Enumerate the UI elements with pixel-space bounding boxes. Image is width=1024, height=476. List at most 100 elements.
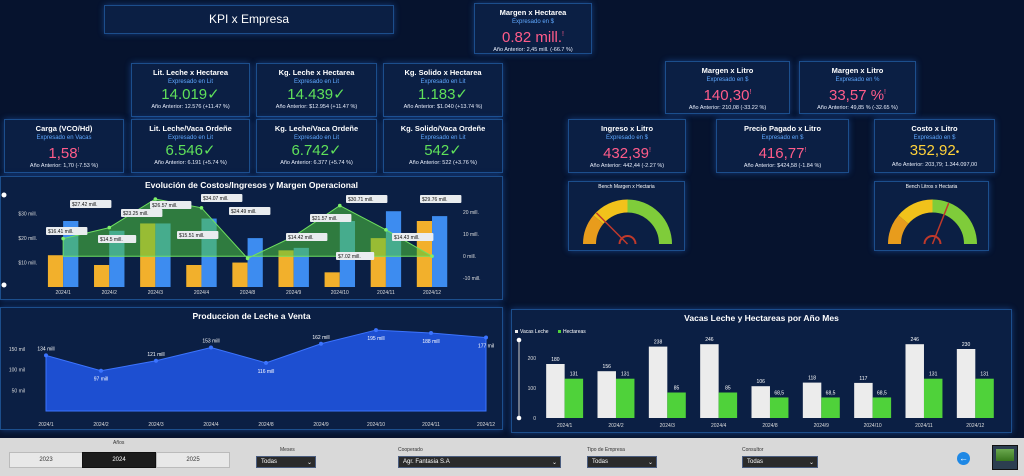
bar-hectareas: [718, 392, 738, 418]
x-tick: 2024/10: [367, 422, 385, 428]
kpi-value: 33,57 %: [829, 87, 885, 104]
slider-handle-top: [1, 192, 7, 198]
bar-blue: [293, 247, 309, 287]
kpi-costo-litro: Costo x Litro Expresado en $ 352,92• Año…: [874, 119, 995, 173]
year-option-2023[interactable]: 2023: [9, 452, 83, 468]
landscape-icon: [996, 449, 1014, 461]
data-label-bg: [201, 194, 243, 202]
consultor-dropdown[interactable]: Todas ⌄: [742, 456, 818, 468]
x-tick: 2024/9: [286, 290, 302, 296]
x-tick: 2024/11: [915, 423, 933, 429]
bar-vacas: [546, 364, 565, 418]
y-tick: 200: [528, 356, 537, 362]
bar-label: 131: [980, 372, 989, 378]
y-right-tick: -10 mill.: [463, 276, 481, 282]
warning-icon: !: [749, 89, 752, 96]
x-tick: 2024/4: [194, 290, 210, 296]
data-label-bg: [46, 227, 88, 235]
page-title: KPI x Empresa: [208, 12, 290, 26]
gauge-hub: [923, 235, 942, 245]
production-label: 116 mill: [258, 369, 275, 375]
gauge-litros-hectarea: Bench Litros x Hectaria: [874, 181, 989, 251]
bar-blue: [432, 216, 448, 287]
kpi-subtitle: Expresado en $: [511, 19, 555, 25]
gauge-needle: [595, 212, 629, 245]
bar-label: 68,5: [774, 390, 784, 396]
x-tick: 2024/11: [377, 290, 395, 296]
x-tick: 2024/1: [557, 423, 573, 429]
x-tick: 2024/11: [422, 422, 440, 428]
kpi-title: Lit. Leche/Vaca Ordeñe: [149, 124, 232, 133]
kpi-subtitle: Expresado en Lit: [420, 79, 466, 85]
x-tick: 2024/8: [762, 423, 778, 429]
margin-point: [245, 256, 250, 261]
bar-label: 238: [654, 340, 663, 346]
year-option-2025[interactable]: 2025: [156, 452, 230, 468]
kpi-previous: Año Anterior: 442,44 (-2.27 %): [589, 163, 665, 169]
production-point: [209, 345, 213, 350]
kpi-previous: Año Anterior: 12.576 (+11.47 %): [151, 104, 230, 110]
kpi-subtitle: Expresado en Vacas: [36, 135, 92, 141]
meses-dropdown[interactable]: Todas ⌄: [256, 456, 316, 468]
data-label: $26.57 mill.: [152, 203, 178, 209]
bar-hectareas: [769, 397, 789, 418]
margin-point: [384, 228, 388, 232]
bar-orange: [47, 255, 64, 287]
bar-label: 180: [551, 357, 560, 363]
kpi-value: 542: [424, 142, 450, 159]
chart-costos-panel: Evolución de Costos/Ingresos y Margen Op…: [0, 176, 503, 300]
kpi-title: Kg. Solido x Hectarea: [404, 68, 482, 77]
tipo-value: Todas: [592, 459, 609, 465]
margin-point: [338, 203, 342, 208]
bar-hectareas: [872, 397, 892, 418]
production-point: [44, 353, 48, 358]
kpi-previous: Año Anterior: 49,85 % (-32.65 %): [817, 105, 898, 111]
consultor-value: Todas: [747, 459, 764, 465]
margin-point: [199, 206, 204, 210]
chart-vacas-panel: Vacas Leche y Hectareas por Año Mes Vaca…: [511, 309, 1012, 433]
production-point: [374, 328, 378, 333]
year-option-2024[interactable]: 2024: [82, 452, 156, 468]
kpi-title: Kg. Leche/Vaca Ordeñe: [274, 124, 359, 133]
tipo-dropdown[interactable]: Todas ⌄: [587, 456, 657, 468]
cooperado-dropdown[interactable]: Agr. Fantasia S.A ⌄: [398, 456, 561, 468]
x-tick: 2024/1: [38, 422, 54, 428]
report-thumbnail-button[interactable]: [992, 445, 1018, 470]
x-tick: 2024/3: [148, 290, 164, 296]
bar-label: 117: [859, 376, 867, 382]
kpi-value: 6.546: [165, 142, 203, 159]
data-label: $23.25 mill.: [123, 211, 149, 217]
kpi-kg-leche-hectarea: Kg. Leche x Hectarea Expresado en Lit 14…: [256, 63, 377, 117]
data-label: $29.76 mill.: [422, 197, 448, 203]
y-tick: 50 mil: [12, 388, 25, 394]
check-icon: ✓: [455, 86, 469, 103]
x-tick: 2024/8: [258, 422, 274, 428]
kpi-previous: Año Anterior: $12.954 (+11.47 %): [275, 104, 358, 110]
warning-icon: !: [648, 147, 651, 154]
production-label: 153 mill: [202, 339, 219, 345]
bar-label: 131: [621, 372, 630, 378]
production-point: [429, 330, 433, 335]
bar-orange: [186, 265, 202, 287]
data-label: $34.07 mill.: [203, 196, 229, 202]
data-label: $7.02 mill.: [338, 254, 361, 260]
production-label: 121 mill: [147, 352, 164, 358]
kpi-value: 14.019: [161, 86, 208, 103]
bar-orange: [232, 262, 248, 287]
x-tick: 2024/1: [55, 290, 71, 296]
bar-hectareas: [821, 397, 840, 418]
chevron-down-icon: ⌄: [808, 460, 814, 466]
cooperado-value: Agr. Fantasia S.A: [403, 459, 450, 465]
kpi-previous: Año Anterior: 203,79; 1.344.097,00: [891, 162, 978, 168]
margin-point: [61, 236, 65, 241]
slider-handle-bottom: [1, 282, 7, 288]
bar-label: 230: [962, 342, 971, 348]
legend-swatch-vacas: [515, 330, 518, 333]
data-label-bg: [286, 233, 328, 241]
kpi-subtitle: Expresado en $: [913, 135, 956, 141]
check-icon: ✓: [333, 86, 346, 103]
back-arrow-icon[interactable]: ←: [957, 452, 970, 465]
bar-hectareas: [923, 378, 943, 418]
production-point: [154, 358, 158, 363]
chart-produccion-panel: Produccion de Leche a Venta 150 mil 100 m…: [0, 307, 503, 430]
